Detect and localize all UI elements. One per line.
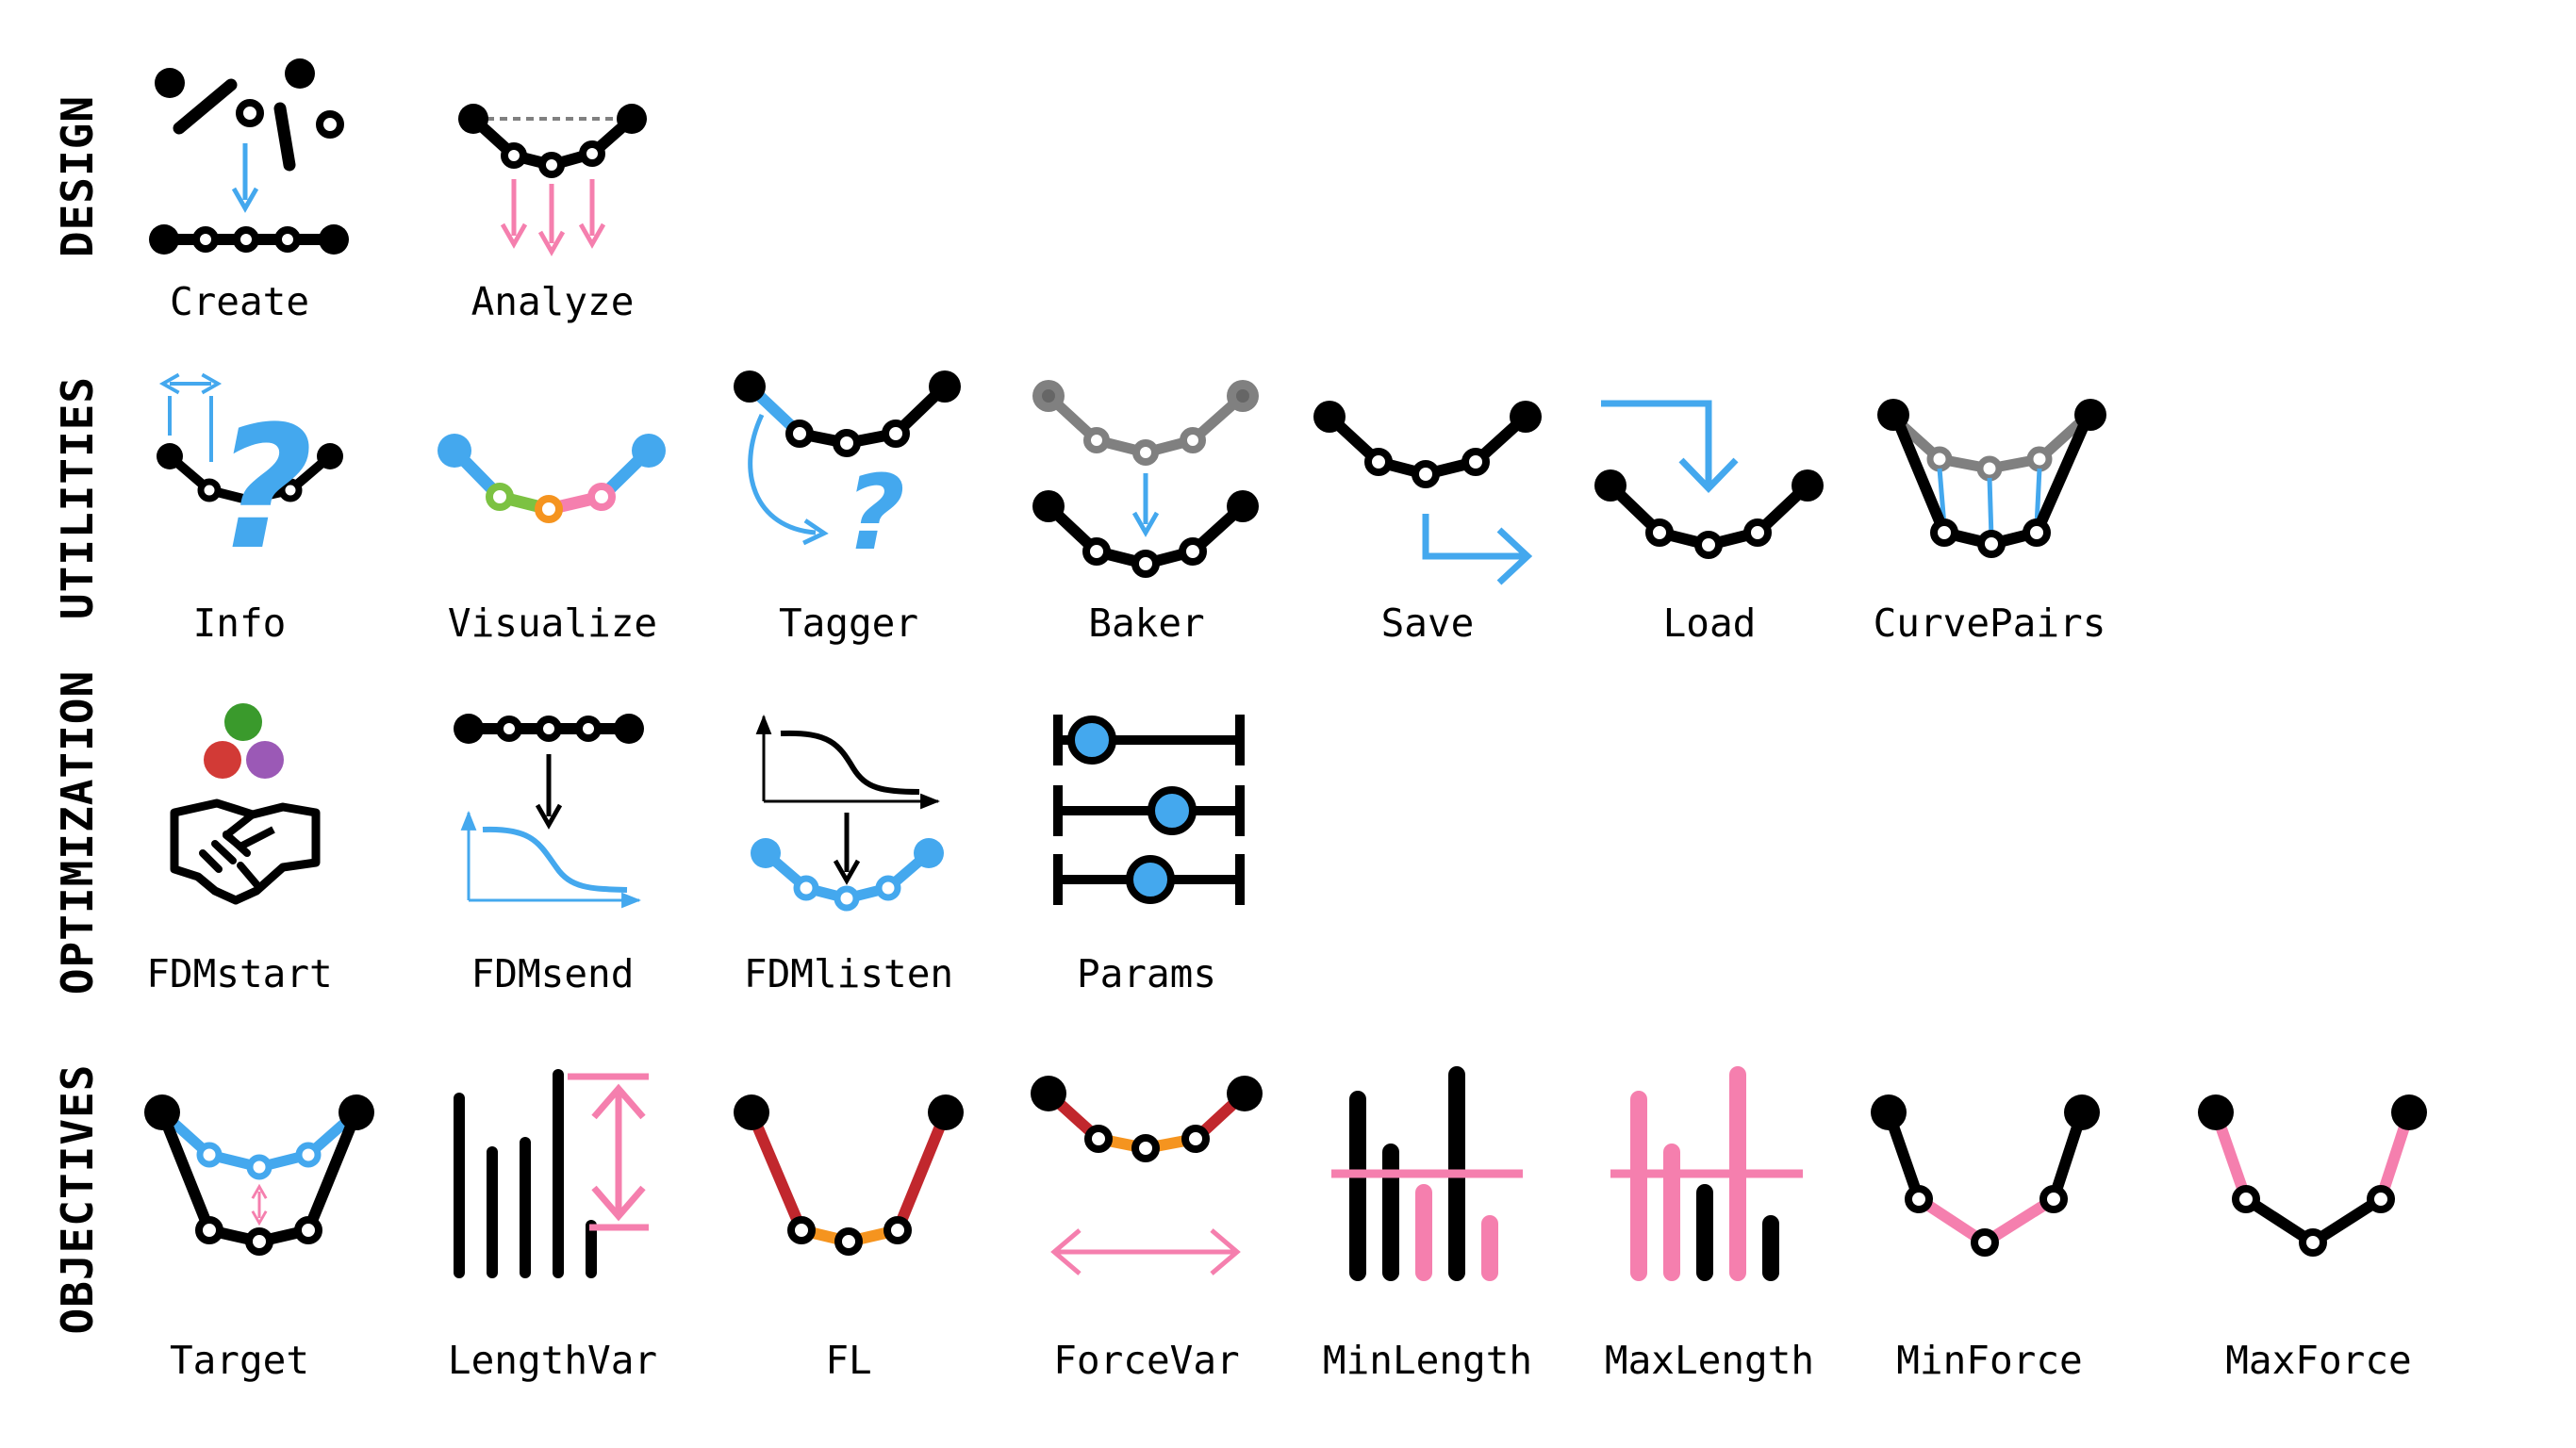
category-objectives: OBJECTIVES [52,1063,103,1335]
label-visualize: Visualize [447,601,658,646]
label-save: Save [1380,601,1475,646]
label-baker: Baker [1088,601,1205,646]
label-fdmstart: FDMstart [146,951,333,996]
label-params: Params [1076,951,1217,996]
label-load: Load [1662,601,1757,646]
label-info: Info [192,601,287,646]
category-utilities: UTILITIES [52,375,103,620]
label-maxlength: MaxLength [1604,1338,1815,1383]
label-lengthvar: LengthVar [447,1338,658,1383]
info-icon[interactable]: ? [157,372,343,587]
curvepairs-icon[interactable] [1877,399,2106,558]
tagger-icon[interactable]: ? [734,370,961,573]
maxlength-icon[interactable] [1610,1066,1803,1281]
category-optimization: OPTIMIZATION [52,669,103,996]
load-icon[interactable] [1594,400,1824,559]
label-minforce: MinForce [1896,1338,2083,1383]
lengthvar-icon[interactable] [454,1069,649,1278]
fl-icon[interactable] [734,1094,964,1256]
label-fdmsend: FDMsend [471,951,635,996]
baker-icon[interactable] [1032,380,1259,578]
sliders-icon[interactable] [1053,715,1245,905]
fdmlisten-icon[interactable] [751,714,944,912]
label-forcevar: ForceVar [1053,1338,1240,1383]
minlength-icon[interactable] [1331,1066,1523,1281]
label-tagger: Tagger [778,601,919,646]
label-create: Create [169,279,310,324]
question-mark-icon: ? [215,390,313,587]
forcevar-icon[interactable] [1031,1076,1263,1275]
save-icon[interactable] [1313,401,1542,585]
analyze-icon[interactable] [458,104,647,256]
label-minlength: MinLength [1322,1338,1533,1383]
target-icon[interactable] [144,1094,374,1256]
label-analyze: Analyze [471,279,635,324]
maxforce-icon[interactable] [2198,1094,2427,1257]
minforce-icon[interactable] [1871,1094,2100,1257]
label-target: Target [169,1338,310,1383]
handshake-icon[interactable] [170,703,321,905]
label-maxforce: MaxForce [2225,1338,2412,1383]
visualize-icon[interactable] [438,434,666,523]
label-curvepairs: CurvePairs [1873,601,2106,646]
create-icon[interactable] [149,58,349,255]
fdmsend-icon[interactable] [454,714,644,909]
label-fdmlisten: FDMlisten [743,951,954,996]
question-mark-icon: ? [845,452,905,573]
label-fl: FL [825,1338,872,1383]
